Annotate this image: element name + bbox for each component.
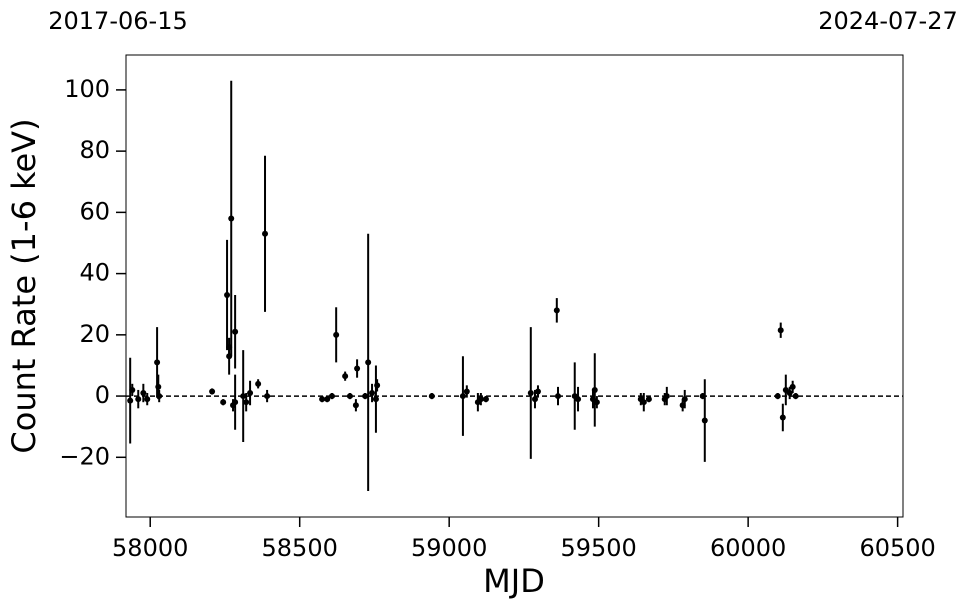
data-point [428, 393, 435, 400]
data-point [774, 393, 781, 400]
data-point [779, 414, 786, 421]
data-point [140, 390, 147, 397]
top-date-label: 2024-07-27 [818, 7, 957, 35]
y-axis-label: Count Rate (1-6 keV) [5, 118, 43, 453]
data-point [232, 399, 239, 406]
data-point [789, 383, 796, 390]
data-point [342, 373, 349, 380]
x-tick-label: 58500 [262, 534, 338, 562]
data-point [369, 390, 376, 397]
data-point [319, 396, 326, 403]
data-point [372, 396, 379, 403]
data-point [328, 393, 335, 400]
y-tick-label: 20 [79, 320, 110, 348]
y-tick-label: 80 [79, 136, 110, 164]
data-point [154, 359, 161, 366]
data-point [224, 292, 231, 299]
data-point [531, 396, 538, 403]
data-point [365, 359, 372, 366]
y-tick-label: 100 [64, 75, 110, 103]
data-point [324, 396, 331, 403]
y-tick-label: −20 [59, 442, 110, 470]
data-point [640, 399, 647, 406]
data-point [701, 417, 708, 424]
data-point [262, 230, 269, 237]
data-point [777, 327, 784, 334]
data-point [264, 393, 271, 400]
data-point [553, 307, 560, 314]
x-tick-label: 60500 [859, 534, 935, 562]
data-point [477, 396, 484, 403]
data-point [663, 393, 670, 400]
data-point [243, 399, 250, 406]
data-point [144, 396, 151, 403]
data-point [135, 396, 142, 403]
data-point [374, 382, 381, 389]
data-point [333, 331, 340, 338]
data-point [232, 328, 239, 335]
y-tick-label: 60 [79, 197, 110, 225]
data-point [129, 386, 136, 393]
data-point [786, 390, 793, 397]
data-point [645, 396, 652, 403]
data-point [459, 393, 466, 400]
data-point [554, 393, 561, 400]
data-point [156, 393, 163, 400]
data-point [591, 386, 598, 393]
data-point [220, 399, 227, 406]
x-axis-label: MJD [483, 562, 545, 600]
x-tick-label: 60000 [710, 534, 786, 562]
plot-frame [125, 54, 904, 518]
data-point [575, 396, 582, 403]
data-point [354, 365, 361, 372]
y-tick-label: 0 [95, 381, 110, 409]
data-point [240, 393, 247, 400]
top-date-label: 2017-06-15 [48, 7, 187, 35]
data-point [247, 390, 254, 397]
y-tick-label: 40 [79, 259, 110, 287]
x-tick-label: 59000 [411, 534, 487, 562]
data-point [681, 396, 688, 403]
x-tick-label: 59500 [560, 534, 636, 562]
data-point [534, 388, 541, 395]
data-point [209, 388, 216, 395]
data-point [228, 215, 235, 222]
x-tick-label: 58000 [112, 534, 188, 562]
data-point [593, 399, 600, 406]
data-point [155, 383, 162, 390]
data-point [362, 393, 369, 400]
data-point [127, 397, 134, 404]
data-point [463, 388, 470, 395]
data-point [792, 393, 799, 400]
data-point [346, 393, 353, 400]
data-point [527, 390, 534, 397]
data-point [352, 402, 359, 409]
data-point [255, 380, 262, 387]
data-point [482, 396, 489, 403]
